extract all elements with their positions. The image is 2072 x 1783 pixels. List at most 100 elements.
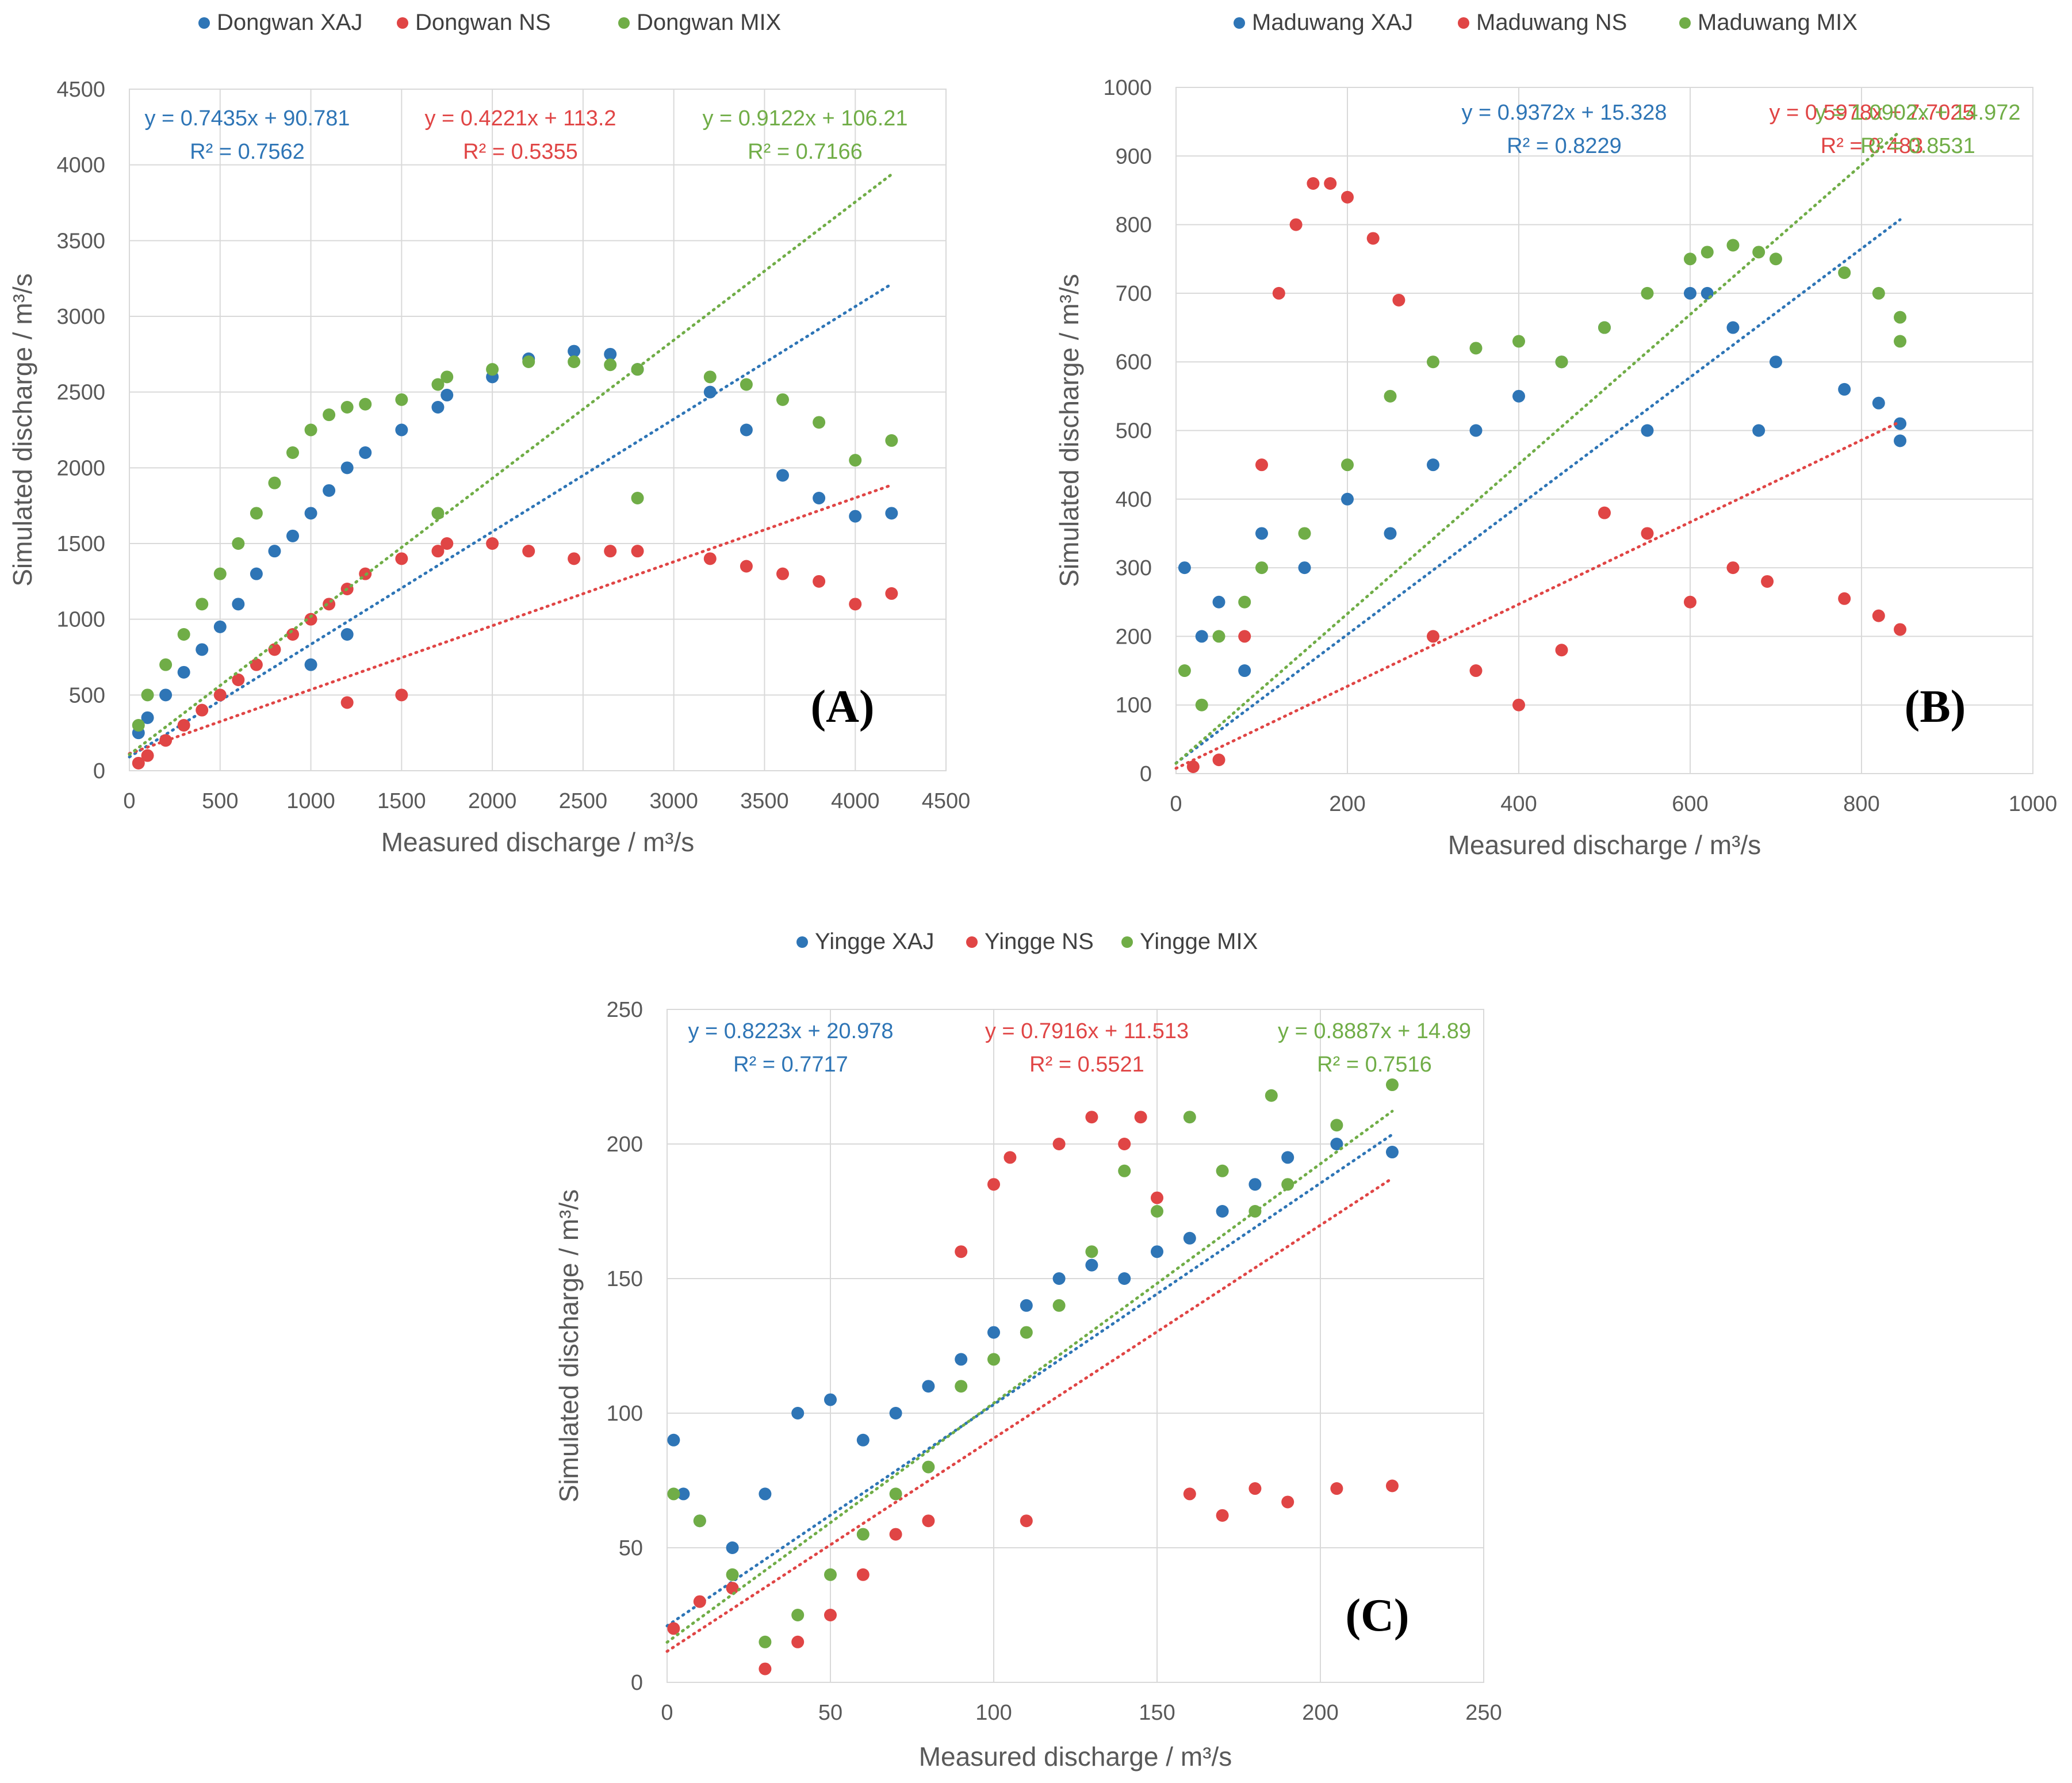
data-point: [1330, 1119, 1343, 1132]
panel-label: (B): [1905, 682, 1966, 732]
data-point: [1894, 311, 1907, 324]
data-point: [486, 537, 499, 550]
legend-marker: [796, 936, 808, 948]
trendline: [1174, 218, 1902, 765]
x-tick-label: 0: [123, 789, 135, 813]
trend-equation: y = 0.9122x + 106.21: [702, 106, 907, 131]
data-point: [132, 756, 145, 770]
data-point: [359, 397, 372, 411]
x-tick-label: 4500: [922, 789, 971, 813]
panel-label: (A): [810, 682, 874, 732]
data-point: [141, 711, 154, 724]
series-dongwan-mix: [128, 173, 898, 756]
data-point: [1183, 1487, 1196, 1501]
series-maduwang-mix: [1174, 129, 1907, 765]
r-squared-label: R² = 0.5355: [463, 140, 578, 164]
data-point: [1469, 424, 1483, 437]
data-point: [141, 688, 154, 702]
data-point: [1512, 389, 1525, 403]
r-squared-label: R² = 0.8531: [1860, 134, 1975, 158]
data-point: [813, 575, 826, 588]
data-point: [1186, 760, 1200, 774]
trend-equation: y = 0.7916x + 11.513: [985, 1019, 1189, 1043]
data-point: [955, 1353, 968, 1366]
x-tick-label: 1000: [286, 789, 335, 813]
trendline: [665, 1109, 1394, 1644]
data-point: [1726, 239, 1740, 252]
data-point: [1555, 355, 1568, 369]
data-point: [1248, 1178, 1262, 1191]
data-point: [441, 388, 454, 401]
r-squared-label: R² = 0.5521: [1029, 1053, 1144, 1077]
data-point: [889, 1528, 902, 1541]
data-point: [1289, 218, 1303, 231]
data-point: [1272, 286, 1285, 300]
y-tick-label: 1500: [56, 532, 105, 556]
data-point: [1020, 1326, 1033, 1339]
data-point: [1195, 698, 1208, 711]
data-point: [1392, 293, 1405, 307]
data-point: [667, 1487, 680, 1501]
data-point: [667, 1433, 680, 1447]
data-point: [1427, 355, 1439, 369]
y-tick-label: 100: [1116, 694, 1152, 718]
data-point: [955, 1380, 968, 1393]
data-point: [1341, 458, 1354, 472]
data-point: [1366, 232, 1380, 245]
y-tick-label: 400: [1116, 488, 1152, 512]
data-point: [1872, 286, 1885, 300]
data-point: [1265, 1089, 1278, 1102]
data-point: [813, 492, 826, 504]
legend-label: Yingge XAJ: [815, 929, 934, 954]
data-point: [849, 454, 862, 467]
y-tick-label: 200: [1116, 625, 1152, 649]
y-tick-label: 200: [607, 1132, 643, 1157]
r-squared-label: R² = 0.7166: [748, 140, 863, 164]
y-tick-label: 0: [1140, 762, 1152, 786]
data-point: [1770, 355, 1782, 369]
legend-label: Dongwan NS: [415, 10, 551, 35]
series-yingge-xaj: [665, 1132, 1399, 1628]
data-point: [856, 1568, 870, 1581]
data-point: [849, 510, 862, 523]
y-tick-label: 4500: [56, 78, 105, 102]
data-point: [1255, 458, 1268, 472]
y-tick-label: 3000: [56, 305, 105, 329]
data-point: [177, 665, 190, 679]
x-tick-label: 50: [818, 1701, 842, 1725]
y-tick-label: 0: [631, 1671, 643, 1695]
y-tick-label: 2500: [56, 381, 105, 405]
data-point: [1330, 1482, 1343, 1495]
x-axis-title: Measured discharge / m³/s: [1448, 830, 1761, 860]
data-point: [1872, 609, 1885, 622]
data-point: [232, 674, 245, 686]
data-point: [441, 537, 454, 550]
y-tick-label: 3500: [56, 229, 105, 253]
data-point: [568, 355, 581, 368]
data-point: [776, 393, 789, 406]
data-point: [703, 385, 717, 399]
y-tick-label: 0: [93, 759, 105, 783]
data-point: [759, 1487, 772, 1501]
data-point: [323, 598, 336, 611]
data-point: [1684, 595, 1696, 609]
data-point: [1298, 527, 1311, 540]
data-point: [885, 507, 898, 520]
r-squared-label: R² = 0.7717: [733, 1053, 848, 1077]
data-point: [1212, 753, 1225, 767]
data-point: [1512, 335, 1525, 348]
data-point: [813, 416, 826, 429]
data-point: [359, 446, 372, 459]
data-point: [1512, 698, 1525, 711]
data-point: [1427, 458, 1439, 472]
x-tick-label: 1000: [2009, 792, 2058, 816]
x-tick-label: 500: [202, 789, 238, 813]
legend-label: Maduwang MIX: [1698, 10, 1857, 35]
data-point: [1894, 417, 1907, 430]
data-point: [286, 446, 299, 459]
plot-frame: [129, 89, 947, 771]
y-axis-title: Simulated discharge / m³/s: [7, 273, 37, 587]
data-point: [824, 1568, 837, 1581]
data-point: [304, 658, 317, 671]
